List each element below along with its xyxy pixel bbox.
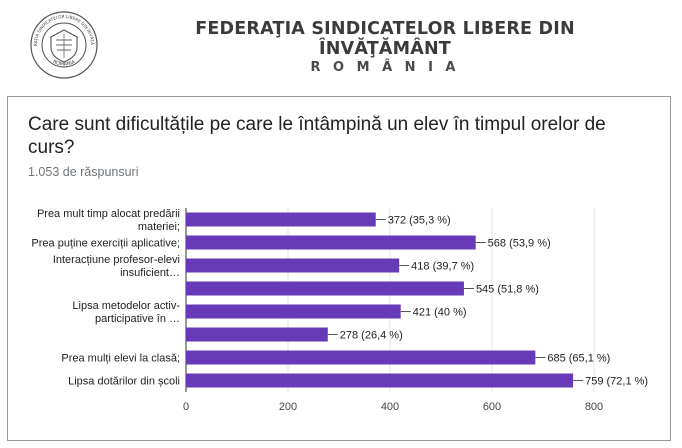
bar-value-label: 759 (72,1 %)	[585, 376, 648, 388]
bar	[186, 258, 400, 273]
x-tick-label: 800	[585, 401, 603, 413]
bar	[186, 327, 328, 342]
response-count: 1.053 de răspunsuri	[28, 165, 139, 179]
category-label: Prea mult timp alocat predării	[37, 208, 180, 220]
category-label: insuficient…	[120, 267, 180, 279]
bar-value-label: 418 (39,7 %)	[411, 261, 474, 273]
country-name: R O M Â N I A	[310, 60, 460, 75]
x-tick-label: 0	[183, 401, 189, 413]
question-title: Care sunt dificultățile pe care le întâm…	[28, 114, 606, 158]
category-label: Lipsa dotărilor din școli	[68, 376, 180, 388]
bar-value-label: 685 (65,1 %)	[547, 353, 610, 365]
bar	[186, 281, 464, 296]
organization-name: FEDERAŢIA SINDICATELOR LIBERE DIN ÎNVĂŢĂ…	[195, 19, 575, 59]
svg-text:ROMÂNIA: ROMÂNIA	[52, 59, 77, 68]
bar	[186, 373, 574, 388]
bar-value-label: 545 (51,8 %)	[476, 284, 539, 296]
category-label: Prea puține exerciții aplicative;	[31, 238, 180, 250]
x-tick-label: 400	[381, 401, 399, 413]
bar	[186, 350, 536, 365]
bar-value-label: 568 (53,9 %)	[488, 238, 551, 250]
category-label: participative în …	[95, 313, 180, 325]
category-label: Prea mulți elevi la clasă;	[61, 353, 180, 365]
union-seal-icon: FEDERAŢIA SINDICATELOR LIBERE DIN ÎNVĂŢĂ…	[29, 10, 98, 79]
bar-value-label: 278 (26,4 %)	[340, 330, 403, 342]
bar	[186, 235, 476, 250]
page-header: FEDERAŢIA SINDICATELOR LIBERE DIN ÎNVĂŢĂ…	[0, 0, 682, 96]
bar	[186, 304, 401, 319]
bar-value-label: 372 (35,3 %)	[388, 215, 451, 227]
category-label: materiei;	[138, 221, 180, 233]
category-label: Interacțiune profesor-elevi	[53, 254, 180, 266]
x-tick-label: 600	[483, 401, 501, 413]
x-tick-label: 200	[279, 401, 297, 413]
bar	[186, 212, 376, 227]
logo-ring-text-bottom: ROMÂNIA	[52, 59, 77, 68]
bar-value-label: 421 (40 %)	[413, 307, 467, 319]
category-label: Lipsa metodelor activ-	[72, 300, 180, 312]
